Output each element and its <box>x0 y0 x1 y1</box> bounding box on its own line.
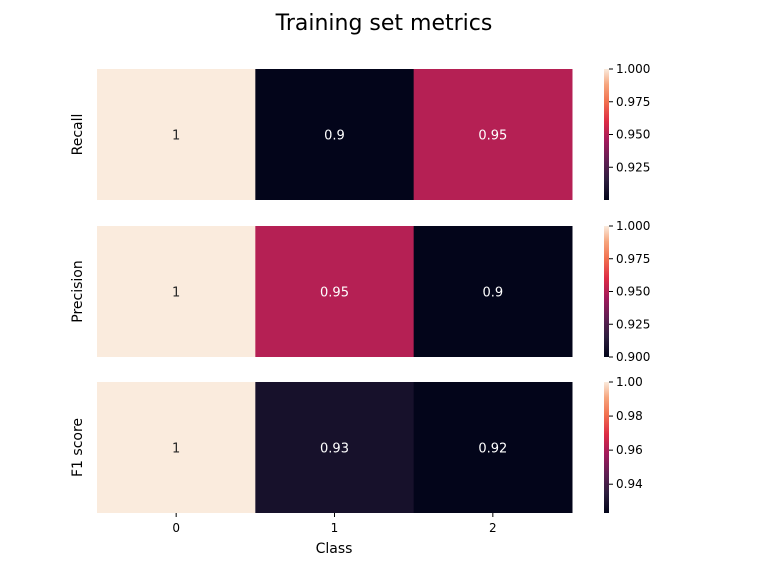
x-tick-label: 1 <box>331 521 339 535</box>
recall-value-label: 1 <box>172 129 180 144</box>
f1-score-cell-2 <box>413 382 573 513</box>
recall-colorbar-tick-label: 0.950 <box>616 128 650 142</box>
precision-colorbar <box>604 226 609 357</box>
f1-score-value-label: 0.92 <box>478 442 507 457</box>
precision-value-label: 0.9 <box>482 286 503 301</box>
recall-colorbar <box>604 69 609 200</box>
precision-cell-0 <box>97 226 256 357</box>
recall-value-label: 0.9 <box>324 129 345 144</box>
f1-score-colorbar-tick-label: 0.94 <box>616 477 643 491</box>
f1-score-cell-0 <box>97 382 256 513</box>
x-tick-label: 0 <box>172 521 180 535</box>
precision-value-label: 1 <box>172 286 180 301</box>
recall-cell-2 <box>413 69 573 200</box>
precision-cell-2 <box>413 226 573 357</box>
recall-colorbar-tick-label: 1.000 <box>616 62 650 76</box>
precision-colorbar-tick-label: 0.925 <box>616 317 650 331</box>
precision-colorbar-tick-label: 0.975 <box>616 252 650 266</box>
precision-colorbar-tick-label: 1.000 <box>616 219 650 233</box>
recall-value-label: 0.95 <box>478 129 507 144</box>
f1-score-cell-1 <box>255 382 415 513</box>
chart-title: Training set metrics <box>275 11 493 36</box>
precision-cell-1 <box>255 226 415 357</box>
precision-value-label: 0.95 <box>320 286 349 301</box>
x-tick-label: 2 <box>489 521 497 535</box>
f1-score-row-label: F1 score <box>70 418 86 477</box>
precision-colorbar-tick-label: 0.900 <box>616 350 650 364</box>
recall-cell-0 <box>97 69 256 200</box>
recall-colorbar-tick-label: 0.975 <box>616 95 650 109</box>
f1-score-value-label: 0.93 <box>320 442 349 457</box>
f1-score-colorbar-tick-label: 0.98 <box>616 409 643 423</box>
precision-row-label: Precision <box>70 260 86 322</box>
f1-score-colorbar-tick-label: 0.96 <box>616 443 643 457</box>
x-axis-label: Class <box>316 541 353 557</box>
precision-colorbar-tick-label: 0.950 <box>616 285 650 299</box>
recall-cell-1 <box>255 69 415 200</box>
recall-colorbar-tick-label: 0.925 <box>616 160 650 174</box>
f1-score-value-label: 1 <box>172 442 180 457</box>
f1-score-colorbar <box>604 382 609 513</box>
recall-row-label: Recall <box>70 114 86 156</box>
f1-score-colorbar-tick-label: 1.00 <box>616 375 643 389</box>
